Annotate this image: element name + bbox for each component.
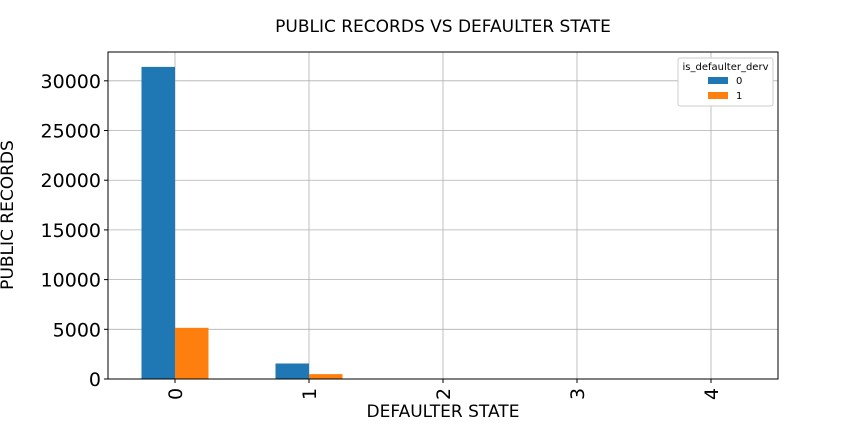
y-tick-label: 15000 <box>41 220 101 242</box>
x-tick-label: 0 <box>165 388 187 400</box>
x-tick-label: 1 <box>299 388 321 400</box>
x-axis: 0 1 2 3 4 <box>165 379 723 400</box>
legend-swatch-0 <box>708 77 728 84</box>
y-tick-label: 10000 <box>41 270 101 292</box>
y-axis-label: PUBLIC RECORDS <box>0 140 18 290</box>
legend-label-1: 1 <box>736 91 742 102</box>
bar-series-0-cat-1 <box>275 363 309 379</box>
bar-series-0-cat-0 <box>141 66 175 379</box>
legend: is_defaulter_derv 0 1 <box>677 57 774 107</box>
x-axis-label: DEFAULTER STATE <box>367 402 520 422</box>
bar-series-1-cat-1 <box>309 374 343 379</box>
y-tick-label: 30000 <box>41 71 101 93</box>
legend-swatch-1 <box>708 92 728 99</box>
x-tick-label: 2 <box>433 388 455 400</box>
x-tick-label: 4 <box>701 388 723 400</box>
y-axis: 0 5000 10000 15000 20000 25000 30000 <box>41 71 108 391</box>
bars <box>141 66 343 379</box>
bar-series-1-cat-0 <box>175 327 209 379</box>
y-tick-label: 20000 <box>41 170 101 192</box>
chart-title: PUBLIC RECORDS VS DEFAULTER STATE <box>275 17 611 37</box>
legend-label-0: 0 <box>736 76 742 87</box>
y-tick-label: 25000 <box>41 121 101 143</box>
x-tick-label: 3 <box>567 388 589 400</box>
legend-title: is_defaulter_derv <box>683 62 769 73</box>
y-tick-label: 5000 <box>53 319 101 341</box>
y-tick-label: 0 <box>89 369 101 391</box>
